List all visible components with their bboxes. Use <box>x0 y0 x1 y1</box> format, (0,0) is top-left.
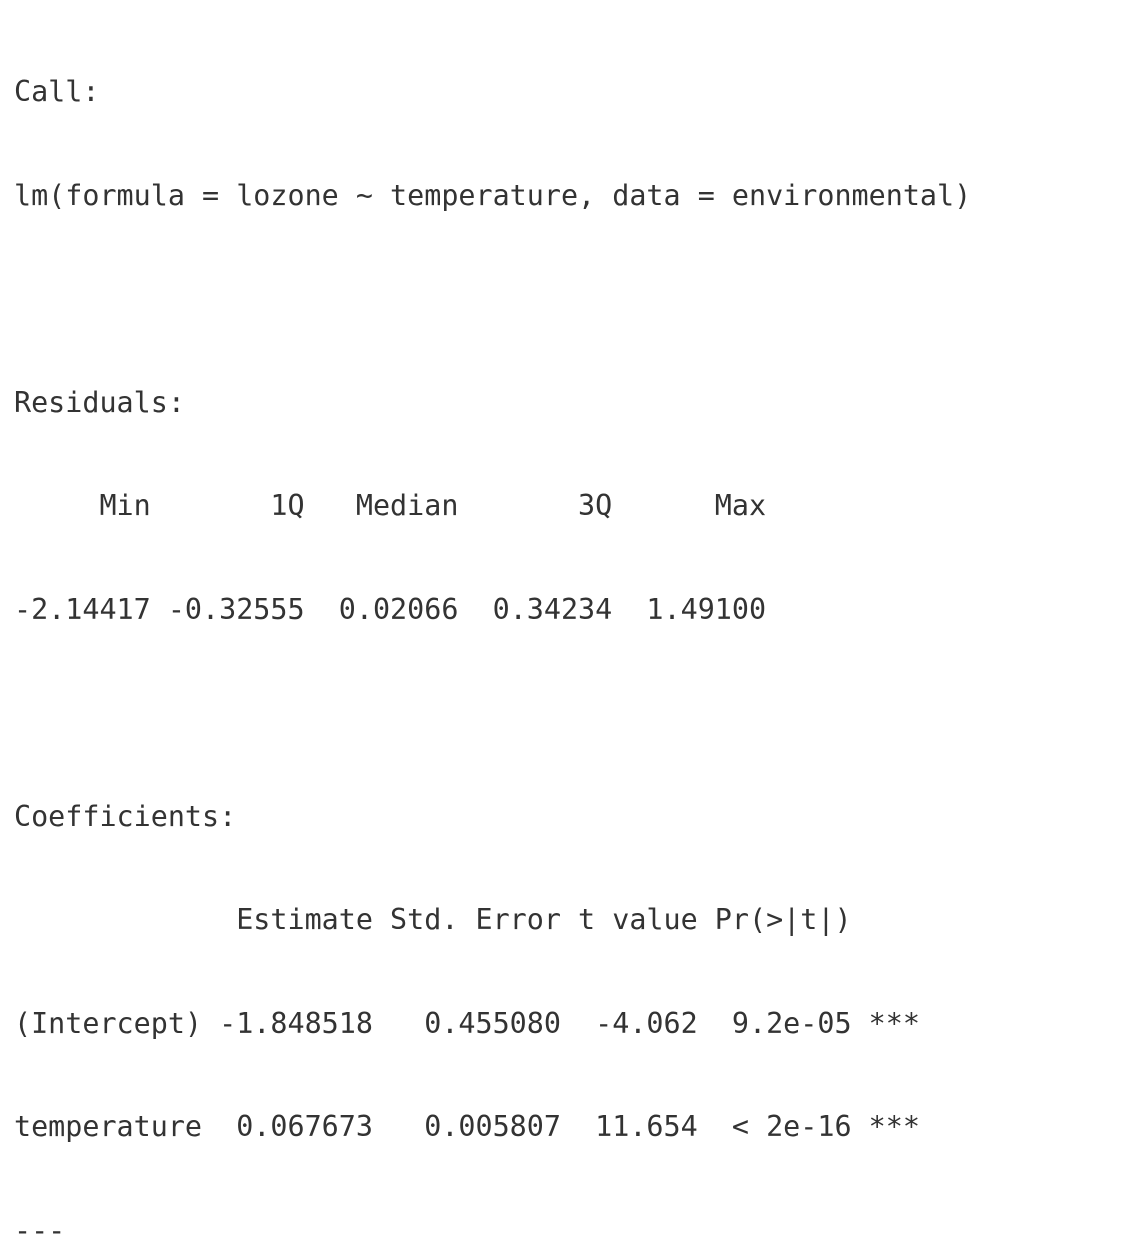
residuals-values-row: -2.14417 -0.32555 0.02066 0.34234 1.4910… <box>14 592 784 626</box>
r-console-output: Call: lm(formula = lozone ~ temperature,… <box>14 6 1114 1254</box>
separator-line: --- <box>14 1213 66 1247</box>
blank-line <box>14 282 1114 317</box>
coefficients-column-headers: Estimate Std. Error t value Pr(>|t|) <box>14 903 920 936</box>
residuals-header: Residuals: <box>14 385 185 419</box>
call-header: Call: <box>14 75 100 108</box>
coefficient-row-intercept: (Intercept) -1.848518 0.455080 -4.062 9.… <box>14 1006 920 1040</box>
residuals-labels-row: Min 1Q Median 3Q Max <box>14 489 784 522</box>
call-formula: lm(formula = lozone ~ temperature, data … <box>14 178 972 212</box>
coefficient-row-temperature: temperature 0.067673 0.005807 11.654 < 2… <box>14 1110 920 1143</box>
blank-line <box>14 696 1114 731</box>
coefficients-header: Coefficients: <box>14 799 237 833</box>
